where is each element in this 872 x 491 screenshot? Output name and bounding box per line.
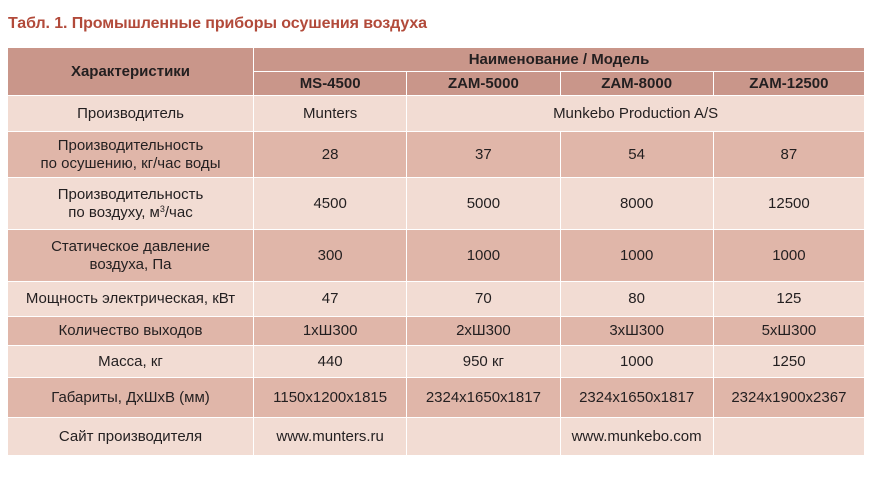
row-label-line: Статическое давление: [51, 237, 210, 255]
table-cell: Munters: [252, 95, 408, 132]
table-cell: 5хШ300: [712, 316, 866, 346]
row-label: Масса, кг: [7, 345, 254, 378]
row-label: Мощность электрическая, кВт: [7, 281, 254, 317]
table-cell: 1000: [559, 345, 714, 378]
row-label: Сайт производителя: [7, 417, 254, 456]
table-cell: 125: [712, 281, 866, 317]
website-link[interactable]: www.munkebo.com: [559, 417, 714, 456]
model-header: ZAM-12500: [712, 71, 866, 96]
table-row: Статическое давление воздуха, Па 300 100…: [7, 229, 866, 282]
row-label-line: по осушению, кг/час воды: [40, 154, 221, 172]
row-label: Производитель: [7, 95, 254, 132]
row-label-line: /час: [164, 203, 193, 221]
table-cell: 1000: [712, 229, 866, 282]
row-label: Количество выходов: [7, 316, 254, 346]
table-cell: 440: [252, 345, 408, 378]
table-cell: 2324x1650x1817: [406, 377, 561, 418]
model-header: ZAM-8000: [559, 71, 714, 96]
table-row: Производительность по осушению, кг/час в…: [7, 131, 866, 178]
table-cell: 1150x1200x1815: [252, 377, 408, 418]
table-cell: 300: [252, 229, 408, 282]
table-cell: 12500: [712, 177, 866, 230]
row-label-line: Производительность: [57, 136, 204, 154]
table-cell: 2324x1900x2367: [712, 377, 866, 418]
table-cell: [406, 417, 561, 456]
row-label: Статическое давление воздуха, Па: [7, 229, 254, 282]
table-row: Производительность по воздуху, м3/час 45…: [7, 177, 866, 230]
table-cell: 8000: [559, 177, 714, 230]
dehumidifiers-table: Характеристики Наименование / Модель MS-…: [7, 47, 866, 456]
table-cell: 2324x1650x1817: [559, 377, 714, 418]
table-cell: 54: [559, 131, 714, 178]
table-cell: 47: [252, 281, 408, 317]
table-row: Количество выходов 1хШ300 2хШ300 3хШ300 …: [7, 316, 866, 346]
header-row: Характеристики Наименование / Модель: [7, 47, 865, 96]
table-row: Масса, кг 440 950 кг 1000 1250: [7, 345, 866, 378]
row-label: Габариты, ДхШхВ (мм): [7, 377, 254, 418]
table-cell: 1хШ300: [252, 316, 408, 346]
table-row: Производитель Munters Munkebo Production…: [7, 95, 865, 132]
table-cell: 4500: [252, 177, 408, 230]
table-cell: 1000: [559, 229, 714, 282]
model-header: ZAM-5000: [406, 71, 561, 96]
table-cell: 87: [712, 131, 866, 178]
table-row: Габариты, ДхШхВ (мм) 1150x1200x1815 2324…: [7, 377, 866, 418]
table-cell: 950 кг: [406, 345, 561, 378]
row-label-line: воздуха, Па: [89, 255, 172, 273]
table-cell: 5000: [406, 177, 561, 230]
website-link[interactable]: www.munters.ru: [252, 417, 408, 456]
table-cell: 3хШ300: [559, 316, 714, 346]
name-model-header: Наименование / Модель: [253, 47, 865, 72]
table-cell: 2хШ300: [406, 316, 561, 346]
table-cell: 80: [559, 281, 714, 317]
row-label: Производительность по воздуху, м3/час: [7, 177, 254, 230]
table-cell: [712, 417, 866, 456]
model-header: MS-4500: [252, 71, 408, 96]
table-cell: 28: [252, 131, 408, 178]
table-cell: Munkebo Production A/S: [406, 95, 865, 132]
model-header-row: MS-4500 ZAM-5000 ZAM-8000 ZAM-12500: [8, 71, 866, 96]
table-row: Мощность электрическая, кВт 47 70 80 125: [7, 281, 866, 317]
table-row: Сайт производителя www.munters.ru www.mu…: [7, 417, 866, 456]
row-label-line: по воздуху, м: [68, 203, 160, 221]
table-title: Табл. 1. Промышленные приборы осушения в…: [8, 15, 427, 32]
superscript: 3: [159, 203, 165, 214]
table-cell: 1250: [712, 345, 866, 378]
table-cell: 37: [406, 131, 561, 178]
table-cell: 1000: [406, 229, 561, 282]
row-label: Производительность по осушению, кг/час в…: [7, 131, 254, 178]
characteristics-header: Характеристики: [7, 47, 254, 96]
table-cell: 70: [406, 281, 561, 317]
row-label-line: Производительность: [57, 185, 204, 203]
